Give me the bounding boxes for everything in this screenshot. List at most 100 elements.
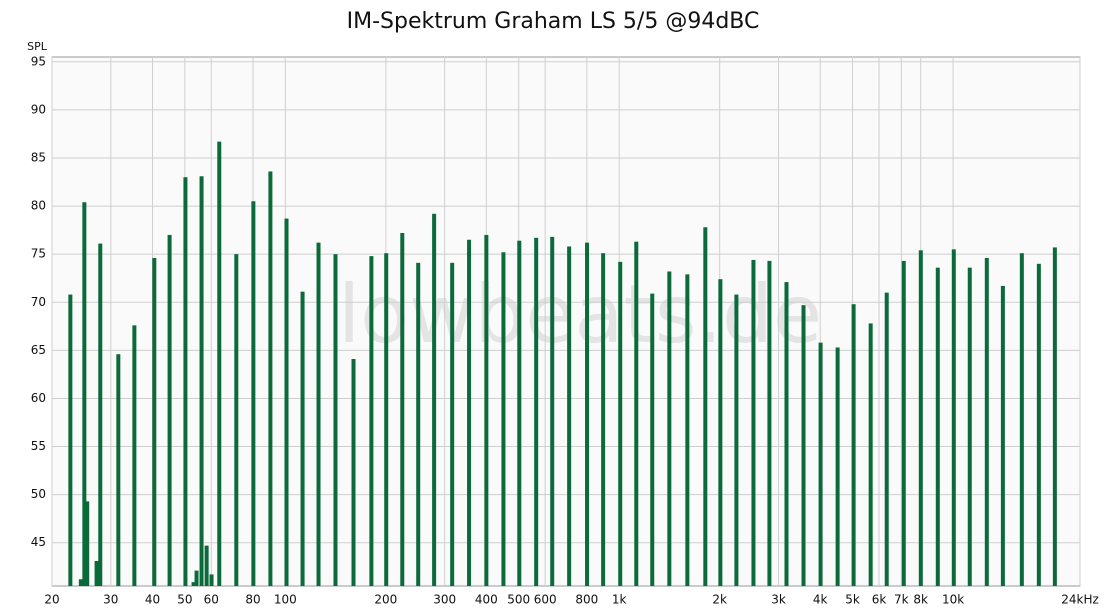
x-tick-label: 200 xyxy=(374,593,397,607)
bar xyxy=(209,574,214,586)
bar xyxy=(618,261,623,586)
y-tick-label: 50 xyxy=(31,487,46,501)
bar xyxy=(935,267,940,586)
x-tick-label: 3k xyxy=(771,593,786,607)
x-tick-label: 10k xyxy=(942,593,964,607)
bar xyxy=(251,201,256,587)
bar xyxy=(534,237,539,586)
bar xyxy=(868,323,873,586)
x-tick-label: 800 xyxy=(575,593,598,607)
bar xyxy=(818,342,823,586)
y-tick-label: 75 xyxy=(31,247,46,261)
bar xyxy=(432,213,437,586)
bar xyxy=(94,560,99,586)
bar xyxy=(450,262,455,586)
bar xyxy=(801,305,806,586)
x-tick-label: 300 xyxy=(433,593,456,607)
x-tick-label: 60 xyxy=(204,593,219,607)
x-tick-label: 4k xyxy=(813,593,828,607)
y-tick-label: 85 xyxy=(31,150,46,164)
bar xyxy=(967,267,972,586)
bar xyxy=(152,258,157,586)
bar xyxy=(734,294,739,586)
bar xyxy=(667,271,672,586)
x-tick-label: 24kHz xyxy=(1061,593,1099,607)
x-tick-label: 100 xyxy=(274,593,297,607)
bar xyxy=(68,294,73,586)
bar xyxy=(703,227,708,586)
bar xyxy=(268,171,273,586)
bar xyxy=(718,279,723,586)
x-tick-label: 7k xyxy=(894,593,909,607)
bar xyxy=(217,141,222,586)
bar xyxy=(484,234,489,586)
x-tick-label: 50 xyxy=(177,593,192,607)
bar xyxy=(884,292,889,586)
bar xyxy=(1000,285,1005,586)
bar xyxy=(851,304,856,586)
bar xyxy=(918,250,923,587)
bar xyxy=(191,582,196,586)
x-tick-label: 6k xyxy=(872,593,887,607)
bar xyxy=(835,347,840,586)
y-tick-label: 70 xyxy=(31,295,46,309)
x-tick-label: 400 xyxy=(475,593,498,607)
x-tick-label: 5k xyxy=(845,593,860,607)
x-tick-label: 30 xyxy=(103,593,118,607)
x-tick-label: 20 xyxy=(44,593,59,607)
bar xyxy=(1036,263,1041,586)
y-tick-label: 65 xyxy=(31,343,46,357)
bar xyxy=(132,325,137,586)
y-tick-label: 55 xyxy=(31,439,46,453)
y-tick-label: 60 xyxy=(31,391,46,405)
bar xyxy=(634,241,639,586)
bar xyxy=(951,249,956,586)
bar xyxy=(467,239,472,586)
bar xyxy=(901,260,906,586)
bar xyxy=(550,236,555,587)
bar xyxy=(199,176,204,587)
bar xyxy=(194,570,199,586)
bar xyxy=(234,254,239,586)
bar xyxy=(167,234,172,586)
plot-area xyxy=(51,56,1081,587)
y-tick-label: 80 xyxy=(31,199,46,213)
x-tick-label: 600 xyxy=(534,593,557,607)
x-tick-label: 1k xyxy=(612,593,627,607)
y-tick-label: 45 xyxy=(31,535,46,549)
x-tick-label: 2k xyxy=(712,593,727,607)
bar xyxy=(1019,253,1024,586)
bar xyxy=(751,259,756,586)
bar xyxy=(316,242,321,586)
bar xyxy=(300,291,305,586)
bar xyxy=(369,256,374,586)
bar xyxy=(384,253,389,586)
bar xyxy=(517,240,522,586)
y-tick-label: 90 xyxy=(31,102,46,116)
y-tick-label: 95 xyxy=(31,54,46,68)
bar xyxy=(767,260,772,586)
bar xyxy=(1052,247,1057,586)
x-tick-label: 500 xyxy=(507,593,530,607)
bar xyxy=(333,254,338,586)
bar xyxy=(400,233,405,586)
x-tick-label: 8k xyxy=(913,593,928,607)
bar xyxy=(183,177,188,586)
bar xyxy=(98,243,103,587)
watermark: lowbeats.de xyxy=(338,268,822,361)
bar xyxy=(685,274,690,586)
bar xyxy=(82,202,87,586)
bar xyxy=(85,501,90,586)
y-axis-label: SPL xyxy=(27,40,48,53)
bar xyxy=(585,242,590,586)
chart-title: IM-Spektrum Graham LS 5/5 @94dBC xyxy=(347,9,760,34)
bar xyxy=(601,253,606,586)
x-tick-label: 80 xyxy=(245,593,260,607)
bar xyxy=(984,258,989,586)
bar xyxy=(351,359,356,586)
bar xyxy=(567,246,572,586)
bar xyxy=(501,252,506,586)
bar xyxy=(784,282,789,586)
bar xyxy=(204,545,209,586)
